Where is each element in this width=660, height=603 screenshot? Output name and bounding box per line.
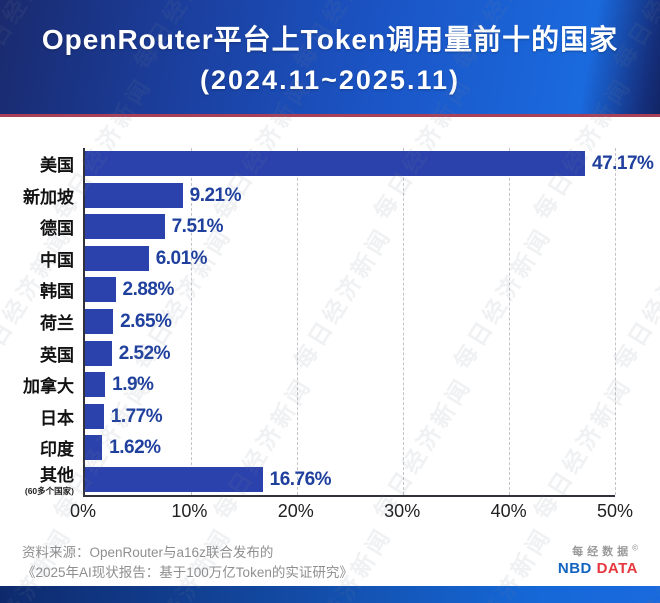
bar-chart: 美国新加坡德国中国韩国荷兰英国加拿大日本印度其他 (60多个国家) 47.17% 9… — [0, 148, 660, 497]
gridline — [509, 148, 510, 495]
category-label: 加拿大 — [23, 377, 74, 397]
bar-value-label: 47.17% — [592, 153, 654, 175]
page-title-line2: (2024.11~2025.11) — [200, 65, 460, 95]
logo-chinese: 每经数据© — [572, 543, 638, 558]
x-tick-label: 10% — [171, 501, 208, 521]
bar-value-label: 9.21% — [189, 184, 242, 206]
category-label: 中国 — [40, 250, 74, 270]
x-tick-label: 0% — [69, 501, 97, 521]
bar — [85, 214, 165, 240]
bar — [85, 182, 183, 208]
bar — [85, 435, 103, 461]
x-tick-label: 50% — [596, 501, 634, 521]
bar — [85, 466, 263, 492]
category-label: 美国 — [40, 156, 74, 176]
source-line2: 《2025年AI现状报告：基于100万亿Token的实证研究》 — [22, 565, 353, 581]
bar-value-label: 7.51% — [171, 216, 224, 238]
bar-value-label: 1.9% — [112, 374, 154, 396]
bar-value-label: 16.76% — [269, 468, 332, 490]
red-divider — [0, 114, 660, 117]
bar — [85, 245, 149, 271]
bar — [85, 403, 104, 429]
gridline — [191, 148, 192, 495]
bar — [85, 277, 116, 303]
source-line1: 资料来源：OpenRouter与a16z联合发布的 — [22, 545, 274, 560]
bar — [85, 340, 112, 366]
x-tick-label: 20% — [277, 501, 314, 521]
bar — [85, 309, 114, 334]
gridline — [297, 148, 298, 495]
copyright-mark: © — [632, 543, 638, 553]
category-label: 韩国 — [40, 282, 74, 302]
bar-value-label: 6.01% — [155, 247, 208, 269]
category-label: 荷兰 — [40, 313, 74, 333]
bar-value-label: 1.77% — [110, 405, 163, 427]
category-label: 其他 (60多个国家) — [24, 466, 74, 497]
category-labels: 美国新加坡德国中国韩国荷兰英国加拿大日本印度其他 (60多个国家) — [0, 148, 79, 497]
bar-value-label: 2.65% — [120, 311, 172, 332]
bar — [85, 151, 585, 177]
x-axis-ticks: 0% 10% 20% 30% 40% 50% — [70, 501, 633, 525]
bar-value-label: 2.88% — [122, 279, 175, 301]
category-label: 印度 — [40, 440, 74, 460]
x-tick-label: 30% — [384, 501, 421, 521]
category-label: 英国 — [40, 345, 74, 365]
plot-area: 47.17% 9.21% 7.51% 6.01% 2.88% 2.65% 2.52% 1.9%… — [83, 148, 654, 497]
logo-data: DATA — [596, 560, 638, 577]
bottom-strip — [0, 586, 660, 603]
category-label: 新加坡 — [23, 187, 74, 207]
logo-english: NBD DATA — [558, 560, 638, 577]
bar — [85, 372, 106, 398]
gridline — [403, 148, 404, 495]
category-label: 日本 — [40, 408, 74, 428]
category-label: 德国 — [40, 219, 74, 239]
bar-value-label: 1.62% — [109, 437, 161, 459]
logo-nbd: NBD — [557, 560, 592, 577]
bar-value-label: 2.52% — [118, 342, 171, 364]
gridline — [615, 148, 616, 495]
source-note: 资料来源：OpenRouter与a16z联合发布的 《2025年AI现状报告：基… — [22, 543, 353, 584]
x-tick-label: 40% — [490, 501, 527, 521]
page-title-line1: OpenRouter平台上Token调用量前十的国家 — [41, 24, 619, 55]
nbd-data-logo: 每经数据© NBD DATA — [558, 543, 638, 577]
title-banner: OpenRouter平台上Token调用量前十的国家 (2024.11~2025… — [0, 0, 660, 114]
category-note: (60多个国家) — [24, 486, 74, 497]
